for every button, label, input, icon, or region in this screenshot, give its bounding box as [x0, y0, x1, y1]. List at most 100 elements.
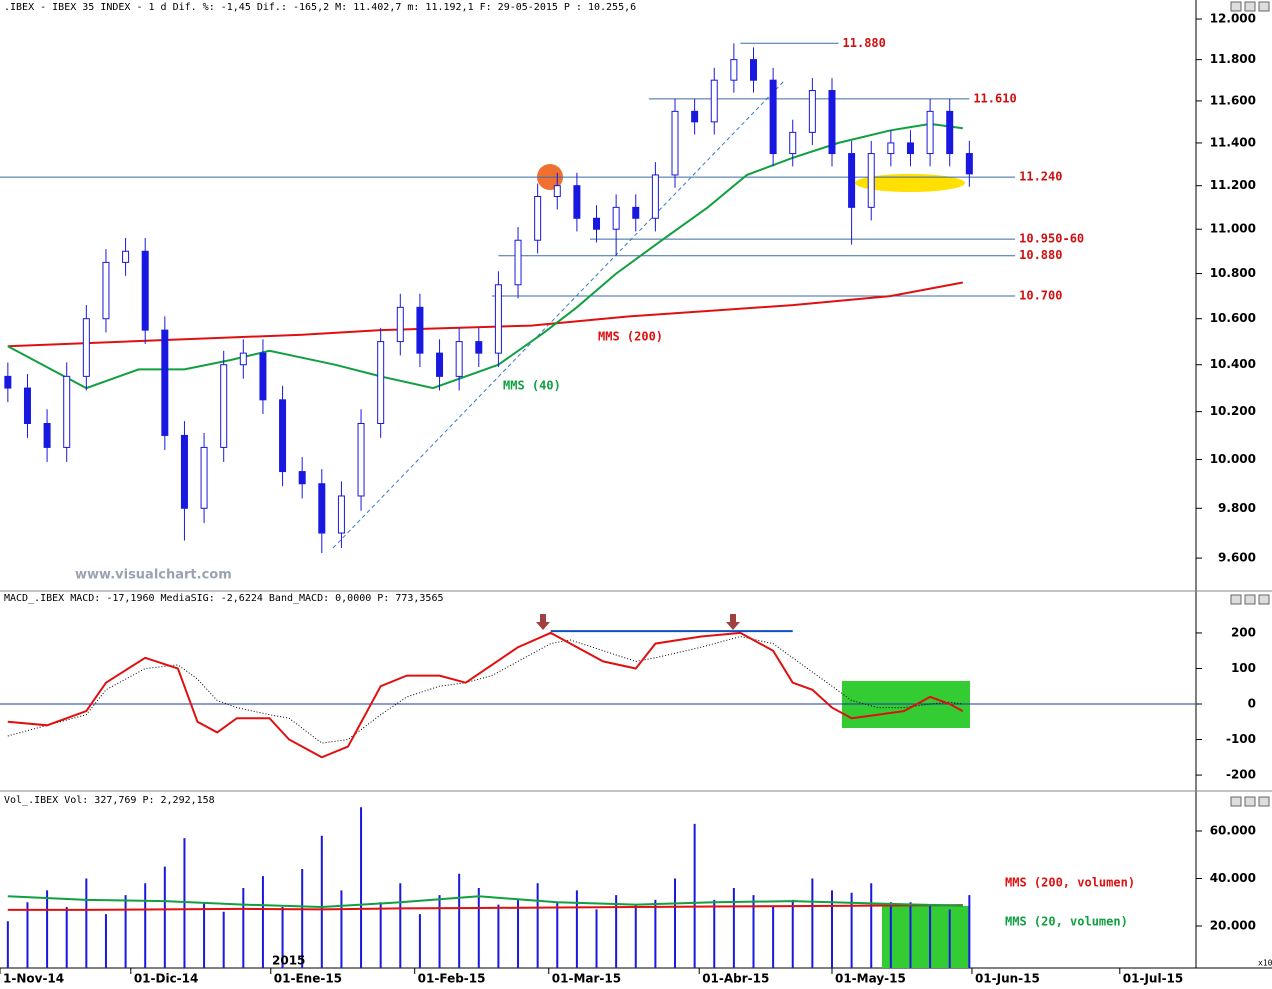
- candle-body: [926, 110, 934, 155]
- y-tick-label: 10.000: [1210, 452, 1256, 466]
- x-tick-label: 1-Nov-14: [3, 972, 64, 986]
- candle-body: [298, 471, 306, 485]
- candle-body: [82, 318, 90, 377]
- level-label: 11.240: [1019, 170, 1062, 184]
- candle-body: [23, 387, 31, 425]
- button[interactable]: [1244, 1, 1256, 12]
- volume-bar: [674, 878, 677, 968]
- volume-bar: [144, 883, 147, 968]
- volume-bar: [203, 902, 206, 968]
- volume-bar: [556, 902, 559, 968]
- candle-body: [946, 110, 954, 155]
- volume-bar: [889, 902, 892, 968]
- panel-buttons[interactable]: [1230, 1, 1270, 807]
- y-tick-label: 40.000: [1210, 871, 1256, 885]
- price-label: P : 10.255,6: [564, 2, 636, 13]
- button[interactable]: [1258, 594, 1270, 605]
- button[interactable]: [1258, 1, 1270, 12]
- volume-bar: [791, 899, 794, 968]
- volume-bar: [46, 890, 49, 968]
- volume-bar: [320, 835, 323, 968]
- button[interactable]: [1244, 796, 1256, 807]
- candle-body: [318, 483, 326, 534]
- candle-body: [161, 329, 169, 436]
- volume-bar: [929, 904, 932, 968]
- candle-body: [475, 341, 483, 354]
- volume-bar: [477, 888, 480, 968]
- candle-body: [4, 375, 12, 389]
- y-tick-label: 20.000: [1210, 919, 1256, 933]
- series-label: MMS (200): [598, 330, 663, 344]
- candle-body: [573, 185, 581, 219]
- volume-bar: [26, 902, 29, 968]
- candle-body: [141, 250, 149, 331]
- volume-bar: [281, 907, 284, 968]
- candle-body: [553, 185, 561, 198]
- panel-header: .IBEX - IBEX 35 INDEX - 1 d Dif. %: -1,4…: [4, 2, 558, 13]
- candle-body: [279, 399, 287, 473]
- volume-bar: [399, 883, 402, 968]
- volume-bar: [654, 899, 657, 968]
- y-tick-label: 11.400: [1210, 135, 1256, 149]
- volume-bar: [732, 888, 735, 968]
- volume-bar: [418, 914, 421, 968]
- y-tick-label: -200: [1226, 768, 1256, 782]
- candle-body: [730, 59, 738, 81]
- volume-bar: [948, 909, 951, 968]
- series-line: [7, 895, 963, 909]
- candle-body: [494, 284, 502, 354]
- candle-body: [514, 239, 522, 286]
- scale-note: x10: [1258, 959, 1272, 968]
- button[interactable]: [1230, 594, 1242, 605]
- arrow: [726, 614, 740, 630]
- volume-bar: [713, 899, 716, 968]
- level-label: 10.880: [1019, 248, 1062, 262]
- candle-body: [651, 174, 659, 219]
- button[interactable]: [1230, 1, 1242, 12]
- y-tick-label: 100: [1231, 661, 1256, 675]
- button[interactable]: [1258, 796, 1270, 807]
- candle-body: [593, 217, 601, 230]
- year-label: 2015: [272, 954, 305, 968]
- volume-bar: [183, 838, 186, 968]
- candle-body: [749, 59, 757, 81]
- y-tick-label: 12.000: [1210, 12, 1256, 26]
- volume-bar: [104, 914, 107, 968]
- volume-bar: [536, 883, 539, 968]
- volume-bar: [752, 895, 755, 968]
- volume-bar: [6, 921, 9, 968]
- x-tick-label: 01-Jul-15: [1123, 972, 1183, 986]
- button[interactable]: [1244, 594, 1256, 605]
- candle-body: [769, 79, 777, 155]
- y-tick-label: 0: [1248, 697, 1256, 711]
- x-tick-label: 01-Ene-15: [274, 972, 342, 986]
- candle-body: [220, 364, 228, 448]
- y-tick-label: 10.800: [1210, 266, 1256, 280]
- volume-bar: [85, 878, 88, 968]
- watermark: www.visualchart.com: [75, 568, 232, 583]
- candle-body: [180, 434, 188, 509]
- candle-body: [337, 495, 345, 534]
- candle-body: [377, 341, 385, 425]
- y-tick-label: 9.600: [1218, 551, 1256, 565]
- series-line: [7, 904, 963, 911]
- volume-bar: [124, 895, 127, 968]
- candle-body: [102, 261, 110, 320]
- series-label: MMS (20, volumen): [1005, 915, 1128, 929]
- volume-bar: [340, 890, 343, 968]
- candle-body: [357, 423, 365, 497]
- y-tick-label: 11.000: [1210, 222, 1256, 236]
- level-label: 11.610: [973, 91, 1016, 105]
- x-tick-label: 01-Abr-15: [702, 972, 769, 986]
- price-label: P: 773,3565: [377, 593, 443, 604]
- volume-bar: [65, 907, 68, 968]
- panel-header: MACD_.IBEX MACD: -17,1960 MediaSIG: -2,6…: [4, 593, 371, 604]
- volume-bar: [909, 902, 912, 968]
- arrow: [536, 614, 550, 630]
- series-label: MMS (40): [503, 379, 561, 393]
- panel-header: Vol_.IBEX Vol: 327,769: [4, 795, 136, 806]
- series-line: [7, 122, 963, 390]
- button[interactable]: [1230, 796, 1242, 807]
- candle-body: [867, 153, 875, 208]
- volume-bar: [458, 873, 461, 968]
